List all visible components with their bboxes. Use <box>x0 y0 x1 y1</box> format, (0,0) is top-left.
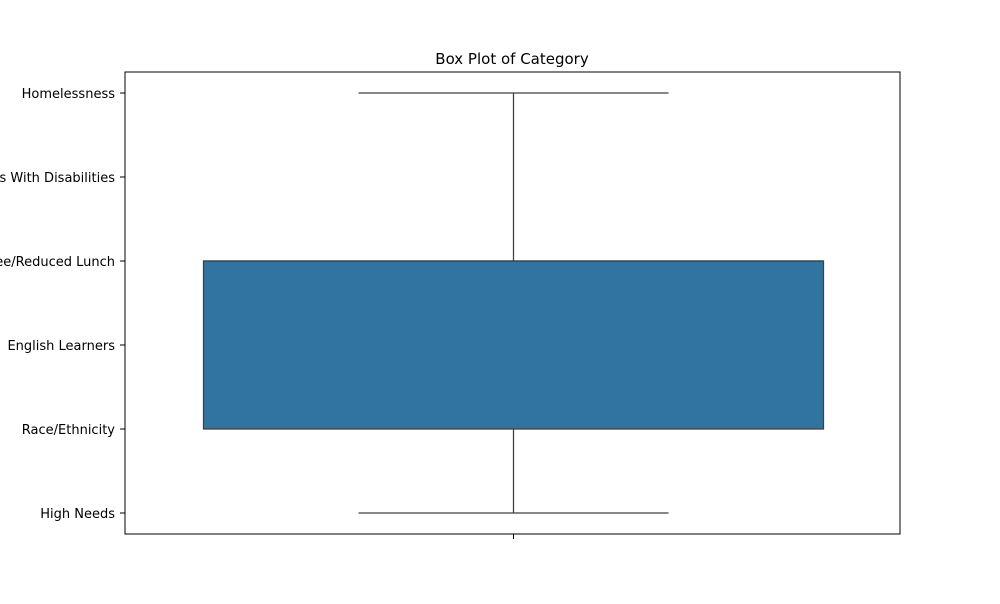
box-body <box>202 260 825 430</box>
chart-title: Box Plot of Category <box>435 50 589 68</box>
y-axis: High Needs Race/Ethnicity English Learners… <box>0 87 125 522</box>
y-tick-label: Race/Ethnicity <box>22 423 115 438</box>
y-tick-label: Homelessness <box>22 87 116 102</box>
y-tick-label: English Learners <box>7 339 115 354</box>
y-tick-label: Free/Reduced Lunch <box>0 255 115 270</box>
y-tick-label: Students With Disabilities <box>0 171 115 186</box>
axes-frame <box>124 71 901 535</box>
plot-area <box>202 92 825 514</box>
y-tick-label: High Needs <box>40 507 115 522</box>
